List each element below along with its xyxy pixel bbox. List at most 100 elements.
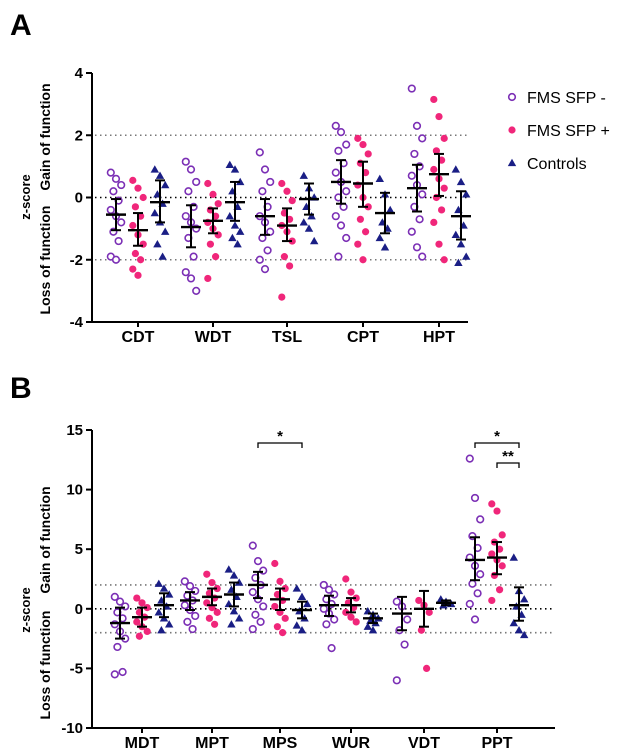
legend-label-fms-plus: FMS SFP + — [527, 123, 610, 140]
panel-b-ylabel: z-score — [18, 587, 33, 633]
point-fms-minus — [342, 140, 351, 149]
point-controls — [297, 626, 307, 634]
point-fms-minus — [407, 171, 416, 180]
point-controls — [386, 205, 395, 214]
point-fms-minus — [255, 255, 264, 264]
point-fms-plus — [496, 586, 504, 594]
point-fms-minus — [191, 586, 200, 596]
point-fms-plus — [352, 594, 360, 602]
point-controls — [224, 599, 233, 608]
point-fms-plus — [488, 550, 496, 558]
point-fms-plus — [279, 629, 287, 637]
point-fms-plus — [143, 627, 151, 636]
legend: FMS SFP - FMS SFP + Controls — [507, 90, 610, 173]
point-controls — [304, 224, 314, 232]
point-fms-minus — [473, 589, 482, 598]
x-tick-label: PPT — [481, 735, 512, 750]
point-fms-minus — [248, 588, 257, 597]
point-fms-plus — [205, 614, 213, 622]
y-tick-label: 10 — [66, 482, 83, 499]
point-controls — [229, 571, 239, 579]
point-fms-minus — [336, 221, 346, 230]
point-fms-minus — [342, 233, 351, 243]
point-fms-minus — [110, 670, 119, 679]
point-fms-plus — [359, 140, 367, 149]
panel-b-plot: z-score Gain of function Loss of functio… — [18, 422, 555, 750]
point-controls — [363, 622, 372, 630]
panel-b-gain-annotation: Gain of function — [37, 486, 53, 593]
point-fms-minus — [336, 128, 346, 137]
point-fms-plus — [133, 618, 141, 626]
y-tick-label: 0 — [75, 601, 83, 618]
point-fms-minus — [258, 187, 267, 196]
point-fms-minus — [342, 187, 351, 196]
point-fms-minus — [334, 146, 343, 155]
legend-label-fms-minus: FMS SFP - — [527, 90, 606, 107]
point-fms-minus — [331, 121, 340, 131]
point-fms-minus — [188, 624, 197, 634]
significance-label: * — [494, 428, 500, 445]
point-fms-minus — [117, 180, 126, 190]
point-fms-minus — [324, 585, 334, 594]
point-controls — [520, 595, 529, 603]
point-controls — [368, 626, 378, 634]
point-fms-plus — [206, 240, 214, 248]
point-fms-plus — [271, 559, 279, 568]
point-fms-minus — [260, 165, 270, 174]
point-fms-plus — [342, 608, 350, 616]
point-fms-minus — [266, 177, 275, 187]
point-fms-minus — [256, 617, 265, 627]
point-controls — [165, 590, 174, 598]
point-fms-plus — [430, 95, 438, 104]
point-fms-minus — [407, 227, 416, 236]
point-fms-plus — [435, 112, 443, 121]
y-tick-label: 0 — [75, 190, 83, 207]
point-fms-minus — [327, 644, 336, 653]
panel-a-gain-annotation: Gain of function — [37, 83, 53, 190]
point-controls — [158, 252, 167, 260]
significance-label: * — [277, 428, 283, 445]
point-fms-minus — [392, 597, 401, 606]
point-controls — [165, 620, 174, 628]
point-fms-plus — [134, 271, 142, 279]
point-fms-plus — [204, 274, 212, 283]
point-fms-minus — [121, 602, 130, 611]
point-fms-minus — [185, 582, 195, 591]
point-controls — [462, 190, 471, 198]
point-controls — [233, 239, 242, 248]
point-fms-minus — [465, 454, 474, 463]
point-fms-plus — [440, 256, 448, 264]
y-tick-label: -5 — [70, 660, 83, 677]
x-tick-label: WUR — [332, 735, 371, 750]
point-fms-minus — [181, 157, 190, 166]
point-fms-minus — [184, 187, 193, 196]
point-fms-minus — [117, 218, 126, 227]
point-fms-plus — [208, 578, 216, 587]
point-fms-plus — [278, 179, 286, 188]
point-fms-plus — [432, 147, 440, 155]
point-controls — [363, 606, 372, 615]
point-fms-plus — [214, 200, 222, 208]
point-controls — [462, 252, 471, 260]
point-controls — [161, 180, 170, 189]
point-fms-minus — [331, 168, 340, 177]
point-fms-minus — [319, 580, 328, 590]
point-fms-plus — [131, 249, 139, 258]
point-controls — [456, 239, 466, 248]
point-controls — [150, 208, 159, 217]
point-fms-plus — [134, 184, 142, 192]
point-controls — [235, 578, 244, 586]
point-fms-plus — [129, 221, 137, 230]
point-fms-plus — [362, 228, 370, 236]
point-fms-minus — [181, 268, 190, 277]
point-fms-minus — [253, 557, 263, 566]
point-controls — [228, 233, 237, 242]
point-controls — [225, 211, 234, 220]
point-fms-minus — [251, 610, 260, 619]
point-fms-plus — [440, 184, 448, 192]
point-controls — [224, 565, 233, 573]
point-fms-plus — [209, 190, 217, 198]
point-fms-minus — [259, 566, 268, 575]
point-fms-plus — [276, 577, 284, 585]
point-fms-minus — [468, 579, 477, 588]
